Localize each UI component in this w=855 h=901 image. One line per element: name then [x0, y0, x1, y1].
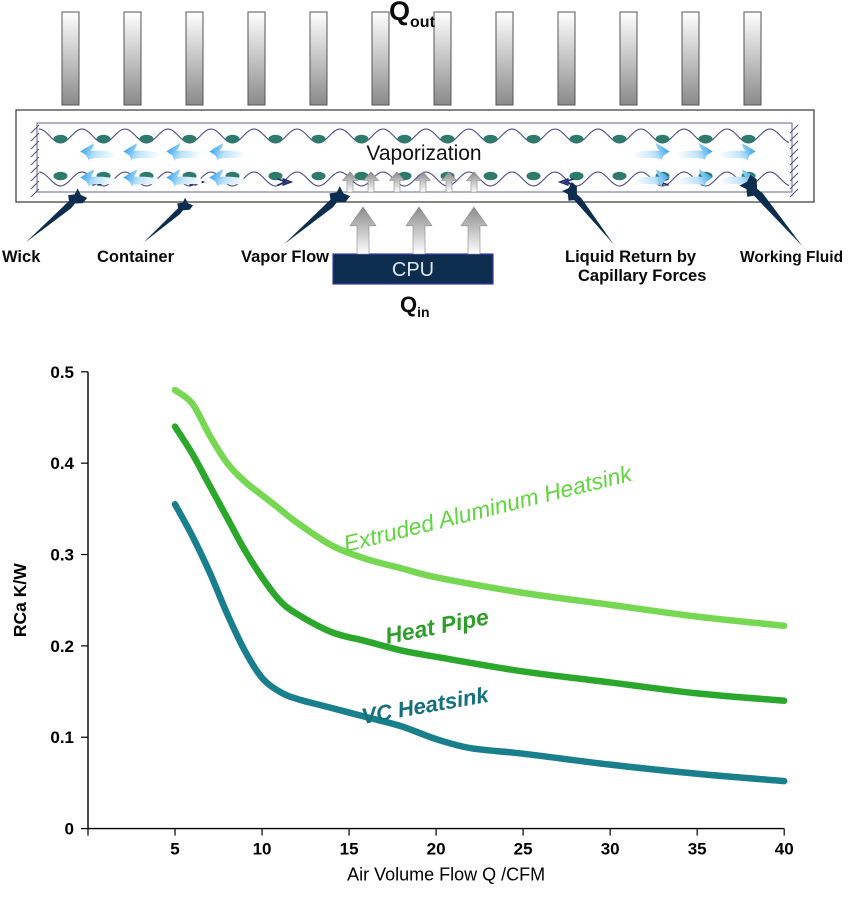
svg-text:Vaporization: Vaporization — [366, 142, 481, 165]
svg-text:20: 20 — [427, 840, 446, 859]
svg-text:0: 0 — [65, 820, 74, 839]
svg-text:0.2: 0.2 — [50, 637, 74, 656]
svg-text:Qin: Qin — [400, 292, 430, 320]
svg-text:10: 10 — [253, 840, 272, 859]
svg-text:Liquid Return by: Liquid Return by — [565, 248, 697, 266]
svg-text:CPU: CPU — [392, 259, 434, 281]
svg-text:0.1: 0.1 — [50, 728, 74, 747]
svg-text:Working Fluid: Working Fluid — [740, 249, 843, 266]
svg-text:Qout: Qout — [389, 0, 436, 31]
svg-text:Capillary Forces: Capillary Forces — [578, 267, 706, 285]
svg-text:25: 25 — [514, 840, 533, 859]
svg-text:Extruded Aluminum Heatsink: Extruded Aluminum Heatsink — [341, 460, 636, 557]
svg-text:VC Heatsink: VC Heatsink — [360, 682, 493, 729]
svg-text:5: 5 — [170, 840, 179, 859]
svg-text:0.5: 0.5 — [50, 363, 74, 382]
svg-text:Vapor Flow: Vapor Flow — [241, 248, 329, 266]
svg-text:35: 35 — [688, 840, 707, 859]
svg-text:Air Volume Flow Q /CFM: Air Volume Flow Q /CFM — [347, 865, 545, 885]
svg-text:Container: Container — [97, 248, 175, 266]
svg-text:0.4: 0.4 — [50, 454, 74, 473]
svg-text:RCa K/W: RCa K/W — [10, 563, 30, 637]
svg-text:40: 40 — [775, 840, 794, 859]
svg-text:30: 30 — [601, 840, 620, 859]
svg-text:Heat Pipe: Heat Pipe — [383, 603, 491, 649]
svg-text:0.3: 0.3 — [50, 546, 74, 565]
svg-text:Wick: Wick — [2, 248, 41, 266]
svg-text:15: 15 — [340, 840, 359, 859]
